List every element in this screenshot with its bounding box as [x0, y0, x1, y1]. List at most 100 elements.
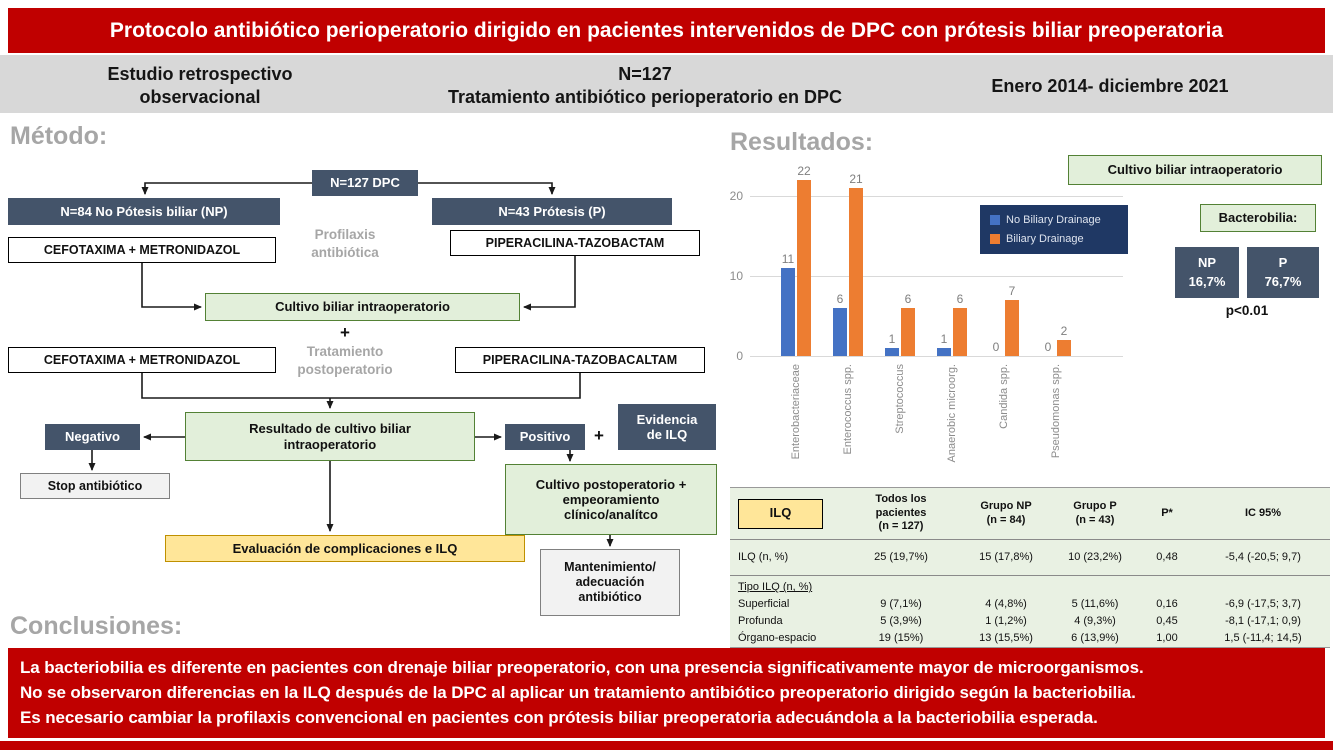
- study-period: Enero 2014- diciembre 2021: [991, 76, 1229, 96]
- conclusion-line-2: No se observaron diferencias en la ILQ d…: [20, 682, 1136, 702]
- prophylaxis-label: Profilaxis antibiótica: [311, 227, 379, 260]
- bar-series-1: [953, 308, 967, 356]
- plus-sign-2: +: [594, 426, 604, 445]
- subtitle-bar: Estudio retrospectivo observacional N=12…: [0, 55, 1333, 113]
- np-bacterobilia-card: NP 16,7%: [1175, 247, 1239, 298]
- table-header-row: ILQ Todos los pacientes (n = 127) Grupo NP…: [730, 488, 1330, 540]
- bar-series-1: [849, 188, 863, 356]
- table-cell: 0,16: [1156, 597, 1178, 610]
- bacterobilia-label-box: Bacterobilia:: [1200, 204, 1316, 232]
- y-axis-tick: 20: [729, 189, 743, 203]
- bar-series-1: [1057, 340, 1071, 356]
- bar-value-label: 1: [940, 332, 948, 346]
- category-label: Anaerobic microorg.: [946, 364, 958, 463]
- bar-series-1: [901, 308, 915, 356]
- y-axis-tick: 10: [729, 269, 743, 283]
- legend-label: No Biliary Drainage: [1006, 214, 1101, 226]
- table-cell: 25 (19,7%): [874, 550, 928, 563]
- table-cell: 1,5 (-11,4; 14,5): [1224, 631, 1302, 644]
- gridline: [750, 356, 1123, 357]
- flow-complication-eval-box: Evaluación de complicaciones e ILQ: [165, 535, 525, 562]
- flow-ilq-evidence-box: Evidencia de ILQ: [618, 404, 716, 450]
- postop-treatment-label: Tratamiento postoperatorio: [297, 344, 393, 377]
- legend-item: Biliary Drainage: [990, 233, 1118, 245]
- bar-value-label: 22: [797, 164, 811, 178]
- table-row-label: Órgano-espacio: [738, 631, 817, 644]
- table-cell: 4 (9,3%): [1074, 614, 1116, 627]
- table-row: Profunda 5 (3,9%) 1 (1,2%) 4 (9,3%) 0,45 -8,1…: [730, 613, 1330, 630]
- ilq-results-table: ILQ Todos los pacientes (n = 127) Grupo NP…: [730, 487, 1330, 648]
- flow-root-box: N=127 DPC: [312, 170, 418, 196]
- category-label: Pseudomonas spp.: [1050, 364, 1062, 459]
- p-card-value: 76,7%: [1264, 273, 1302, 289]
- table-header-cell: Grupo P (n = 43): [1073, 499, 1117, 526]
- chart-legend: No Biliary Drainage Biliary Drainage: [980, 205, 1128, 254]
- flow-np-prophylaxis-box: CEFOTAXIMA + METRONIDAZOL: [8, 237, 276, 263]
- flow-negative-box: Negativo: [45, 424, 140, 450]
- table-cell: -8,1 (-17,1; 0,9): [1225, 614, 1301, 627]
- bar-value-label: 1: [888, 332, 896, 346]
- bar-value-label: 6: [956, 292, 964, 306]
- table-row-label: Tipo ILQ (n, %): [738, 581, 813, 594]
- y-axis-tick: 0: [736, 349, 743, 363]
- conclusion-line-3: Es necesario cambiar la profilaxis conve…: [20, 708, 1098, 728]
- results-heading: Resultados:: [730, 128, 874, 156]
- conclusion-line-1: La bacteriobilia es diferente en pacient…: [20, 657, 1144, 677]
- title-banner: Protocolo antibiótico perioperatorio dir…: [8, 8, 1325, 53]
- np-card-label: NP: [1197, 254, 1217, 270]
- table-cell: 4 (4,8%): [985, 597, 1027, 610]
- study-type: Estudio retrospectivo observacional: [107, 64, 293, 107]
- table-cell: -6,9 (-17,5; 3,7): [1225, 597, 1301, 610]
- bottom-red-strip: [0, 741, 1333, 750]
- flow-np-group-box: N=84 No Pótesis biliar (NP): [8, 198, 280, 225]
- category-label: Streptococcus: [894, 364, 906, 434]
- flow-p-group-box: N=43 Prótesis (P): [432, 198, 672, 225]
- table-row: Superficial 9 (7,1%) 4 (4,8%) 5 (11,6%) 0,16…: [730, 596, 1330, 613]
- method-heading: Método:: [10, 122, 108, 150]
- p-card-label: P: [1278, 254, 1288, 270]
- table-cell: 5 (3,9%): [880, 614, 922, 627]
- chart-title-box: Cultivo biliar intraoperatorio: [1068, 155, 1322, 185]
- table-cell: 10 (23,2%): [1068, 550, 1122, 563]
- bar-value-label: 6: [836, 292, 844, 306]
- bile-culture-bar-chart: No Biliary Drainage Biliary Drainage 0 10 2…: [715, 160, 1135, 490]
- plus-sign-1: +: [340, 323, 350, 342]
- np-card-value: 16,7%: [1188, 273, 1226, 289]
- flow-p-prophylaxis-box: PIPERACILINA-TAZOBACTAM: [450, 230, 700, 256]
- bar-series-0: [937, 348, 951, 356]
- bar-series-0: [885, 348, 899, 356]
- table-cell: 5 (11,6%): [1071, 597, 1119, 610]
- flow-intraop-culture-box: Cultivo biliar intraoperatorio: [205, 293, 520, 321]
- bar-series-0: [781, 268, 795, 356]
- cohort-info: N=127 Tratamiento antibiótico perioperat…: [447, 64, 843, 107]
- flow-maintenance-box: Mantenimiento/ adecuación antibiótico: [540, 549, 680, 616]
- table-cell: -5,4 (-20,5; 9,7): [1225, 550, 1301, 563]
- table-cell: 15 (17,8%): [979, 550, 1033, 563]
- gridline: [750, 196, 1123, 197]
- table-cell: 0,45: [1156, 614, 1178, 627]
- bar-value-label: 7: [1008, 284, 1016, 298]
- legend-item: No Biliary Drainage: [990, 214, 1118, 226]
- legend-label: Biliary Drainage: [1006, 233, 1084, 245]
- bar-value-label: 21: [849, 172, 863, 186]
- table-header-cell: Todos los pacientes (n = 127): [875, 492, 927, 533]
- poster-title: Protocolo antibiótico perioperatorio dir…: [109, 18, 1224, 42]
- p-value-text: p<0.01: [1225, 303, 1269, 318]
- bar-series-0: [833, 308, 847, 356]
- category-label: Enterobacteriaceae: [790, 364, 802, 460]
- table-cell: 6 (13,9%): [1071, 631, 1119, 644]
- table-cell: 1 (1,2%): [985, 614, 1027, 627]
- table-row: ILQ (n, %) 25 (19,7%) 15 (17,8%) 10 (23,2%)…: [730, 540, 1330, 576]
- legend-swatch: [990, 215, 1000, 225]
- conclusions-banner: La bacteriobilia es diferente en pacient…: [8, 648, 1325, 738]
- table-header-cell: IC 95%: [1244, 506, 1282, 519]
- bar-value-label: 6: [904, 292, 912, 306]
- table-row: Órgano-espacio 19 (15%) 13 (15,5%) 6 (13,9%…: [730, 630, 1330, 647]
- table-row-label: Profunda: [738, 614, 783, 627]
- bar-series-1: [1005, 300, 1019, 356]
- table-row-label: Superficial: [738, 597, 790, 610]
- bar-value-label: 0: [1044, 340, 1052, 354]
- category-label: Candida spp.: [998, 364, 1010, 429]
